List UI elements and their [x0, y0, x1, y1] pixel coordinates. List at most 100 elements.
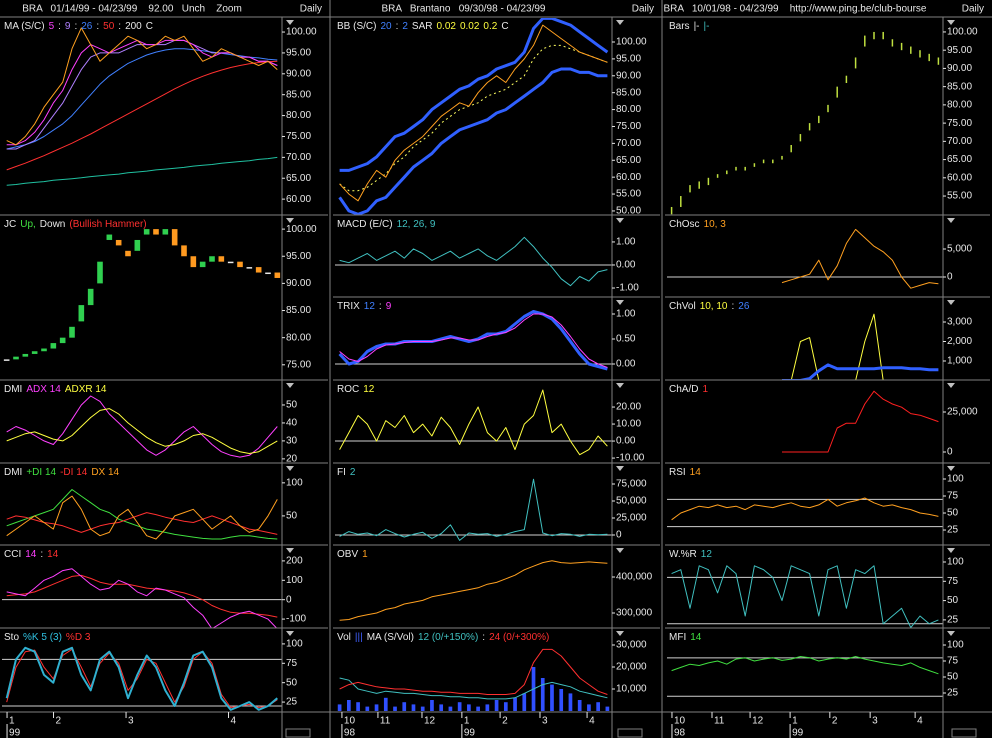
- y-tick-label: 100: [286, 575, 303, 586]
- x-tick-label: 1: [464, 716, 470, 727]
- scroll-control[interactable]: [951, 728, 977, 738]
- panel-marker: [947, 218, 955, 223]
- interval-selector[interactable]: Daily: [300, 4, 322, 15]
- legend-item: 12: [363, 384, 375, 395]
- legend-item: CCI: [4, 549, 21, 560]
- y-tick-label: 100.00: [286, 224, 317, 235]
- year-label: 99: [9, 728, 21, 738]
- y-tick-label: 75: [947, 491, 959, 502]
- candle: [246, 267, 253, 269]
- indicator-panel: [335, 236, 612, 287]
- series-line: [781, 228, 939, 289]
- interval-selector[interactable]: Daily: [632, 4, 654, 15]
- series-line: [6, 648, 278, 708]
- volume-bar: [347, 700, 351, 712]
- scroll-control[interactable]: [617, 728, 643, 738]
- legend-item: -DI 14: [60, 467, 88, 478]
- candle: [59, 337, 66, 344]
- scroll-control[interactable]: [285, 728, 311, 738]
- header-title: BRA 01/14/99 - 04/23/99 92.00 Unch Zoom: [22, 4, 242, 15]
- panel-legend: MA (S/C) 5:9:26:50:200 C: [4, 21, 153, 32]
- indicator-panel: [6, 489, 278, 540]
- series-line: [6, 60, 278, 171]
- x-tick-label: 10: [344, 716, 356, 727]
- panel-legend: ChA/D 1: [669, 384, 708, 395]
- legend-item: Down: [40, 219, 66, 230]
- volume-bar: [596, 702, 600, 712]
- legend-item: JC: [4, 219, 16, 230]
- y-tick-label: 75: [947, 576, 959, 587]
- legend-item: ADXR 14: [65, 384, 107, 395]
- candle: [22, 353, 29, 357]
- legend-item: 12 (0/+150%): [418, 632, 478, 643]
- legend-item: 14: [690, 632, 702, 643]
- legend-item: %K 5 (3): [23, 632, 62, 643]
- legend-item: (Bullish Hammer): [69, 219, 146, 230]
- y-tick-label: 25,000: [616, 513, 647, 524]
- panel-legend: Sto %K 5 (3) %D 3: [4, 632, 91, 643]
- x-tick-label: 12: [424, 716, 436, 727]
- legend-item: FI: [337, 467, 346, 478]
- candle: [153, 229, 159, 235]
- legend-item: MA (S/Vol): [367, 632, 414, 643]
- indicator-panel: [3, 229, 281, 361]
- panel-marker: [286, 466, 294, 471]
- legend-item: 26: [738, 301, 750, 312]
- panel-marker: [286, 20, 294, 25]
- y-tick-label: 30: [286, 436, 298, 447]
- panel-legend: TRIX 12:9: [337, 301, 392, 312]
- legend-item: :: [482, 632, 485, 643]
- legend-item: Vol: [337, 632, 351, 643]
- volume-bar: [356, 702, 360, 712]
- indicator-panel: [2, 646, 282, 711]
- x-tick-label: 2: [56, 716, 62, 727]
- series-line: [339, 677, 608, 700]
- y-tick-label: 25: [947, 525, 959, 536]
- legend-item: 24 (0/+300%): [489, 632, 549, 643]
- indicator-panel: [338, 18, 609, 215]
- series-line: [339, 648, 608, 695]
- legend-item: 14: [25, 549, 37, 560]
- legend-item: 0.2: [483, 21, 497, 32]
- series-line: [671, 565, 939, 628]
- candle: [106, 234, 113, 240]
- legend-item: 12: [364, 301, 376, 312]
- panel-legend: MACD (E/C) 12, 26, 9: [337, 219, 436, 230]
- y-tick-label: 75: [947, 656, 959, 667]
- y-tick-label: 100: [947, 474, 964, 485]
- candle: [50, 343, 57, 349]
- panel-marker: [616, 466, 624, 471]
- year-label: 98: [344, 728, 356, 738]
- legend-item: Up,: [20, 219, 36, 230]
- y-tick-label: 0.00: [616, 359, 636, 370]
- y-tick-label: 75: [286, 658, 298, 669]
- legend-item: C: [146, 21, 153, 32]
- legend-item: 2: [402, 21, 408, 32]
- y-tick-label: 75,000: [616, 479, 647, 490]
- volume-bar: [540, 678, 545, 712]
- series-line: [6, 27, 278, 146]
- y-tick-label: 85.00: [616, 87, 641, 98]
- series-line: [6, 48, 278, 150]
- y-tick-label: 0: [947, 272, 953, 283]
- legend-item: C: [501, 21, 508, 32]
- candle: [162, 229, 169, 235]
- candle: [78, 305, 85, 322]
- legend-item: %D 3: [66, 632, 91, 643]
- panel-marker: [947, 548, 955, 553]
- series-line: [339, 24, 608, 202]
- y-tick-label: 0.00: [616, 260, 636, 271]
- y-tick-label: 55.00: [947, 191, 972, 202]
- volume-bar: [383, 697, 388, 712]
- y-tick-label: 40: [286, 418, 298, 429]
- interval-selector[interactable]: Daily: [962, 4, 984, 15]
- x-tick-label: 11: [714, 716, 725, 727]
- legend-item: 26: [81, 21, 93, 32]
- series-line: [6, 568, 278, 628]
- volume-bar: [476, 706, 480, 712]
- y-tick-label: 0: [286, 594, 292, 605]
- x-tick-label: 2: [832, 716, 838, 727]
- legend-item: 10, 10: [700, 301, 728, 312]
